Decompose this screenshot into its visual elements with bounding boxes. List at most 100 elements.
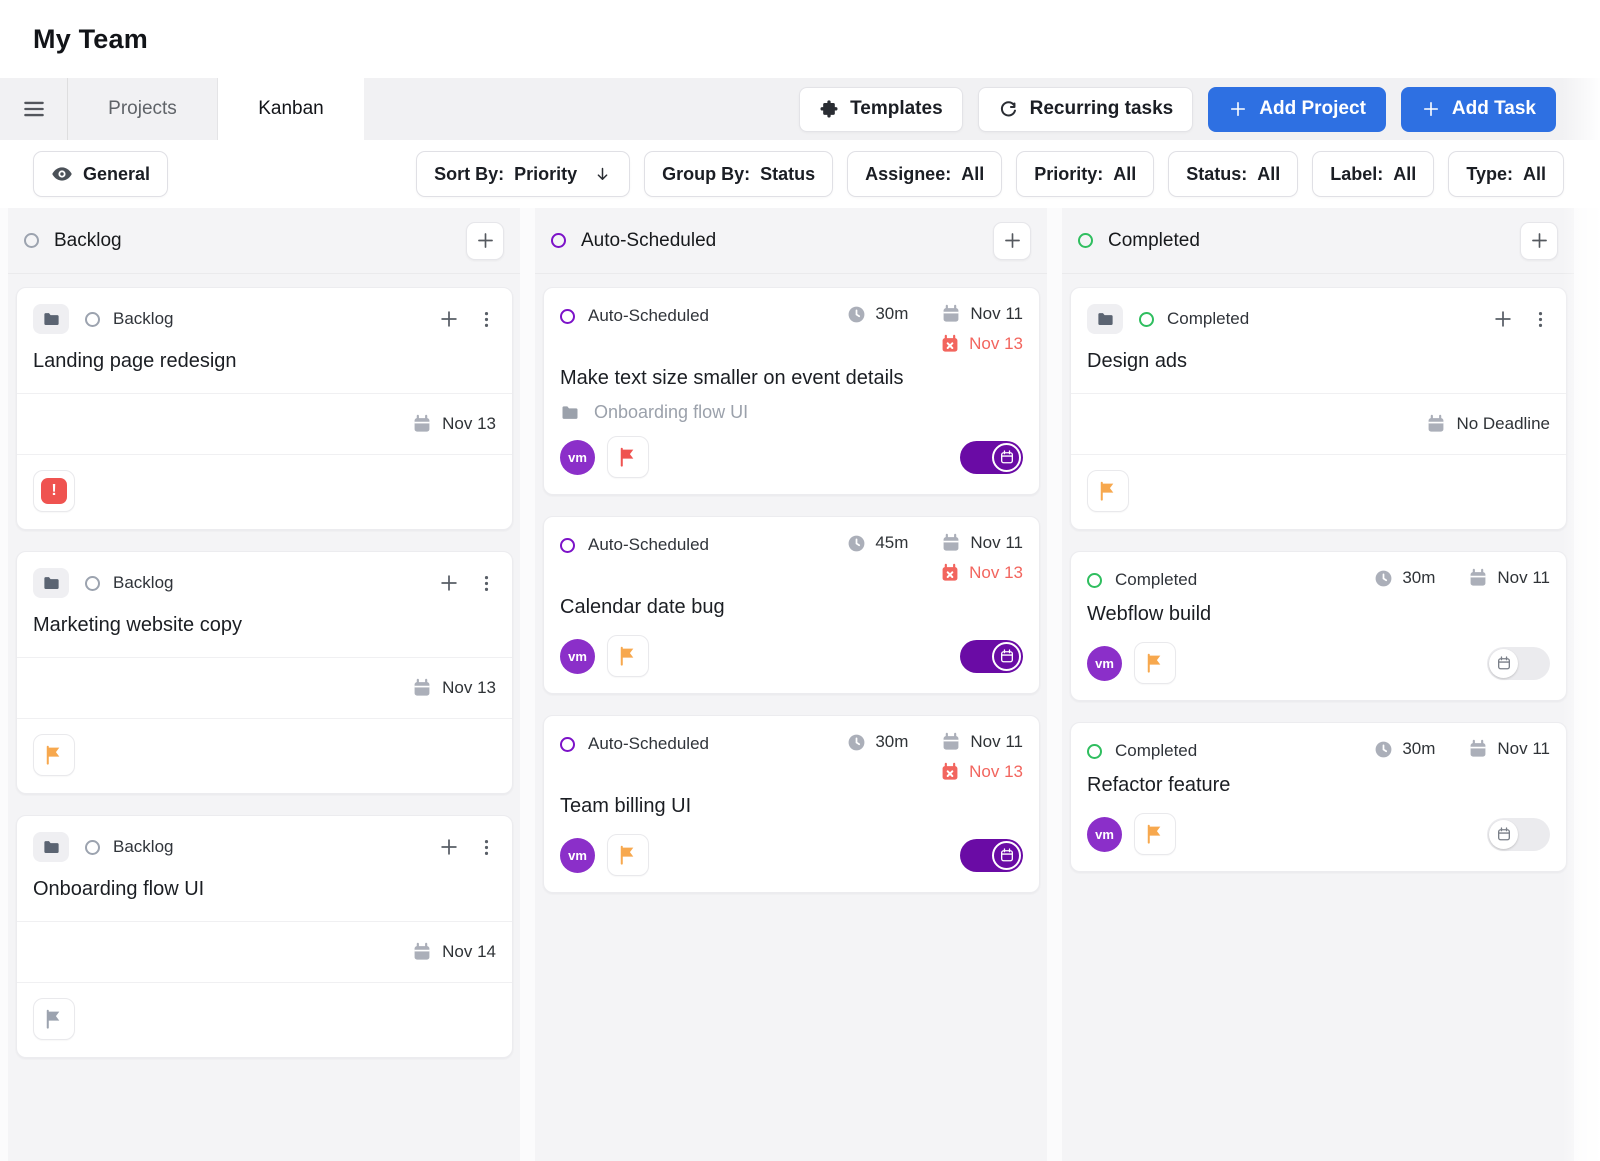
- add-task-button[interactable]: Add Task: [1400, 86, 1556, 132]
- card-menu-button[interactable]: [477, 838, 496, 857]
- group-by-filter[interactable]: Group By: Status: [644, 151, 834, 197]
- project-name-label: Onboarding flow UI: [594, 402, 749, 422]
- status-circle-icon[interactable]: [1139, 311, 1154, 327]
- priority-badge[interactable]: [607, 436, 649, 478]
- column-cards: Completed Design ads No Deadline Complet…: [1062, 274, 1574, 892]
- add-project-button[interactable]: Add Project: [1208, 86, 1386, 132]
- folder-icon: [1097, 312, 1113, 325]
- scheduled-date-label: Nov 11: [1497, 739, 1550, 758]
- status-circle-icon: [551, 233, 566, 248]
- task-card[interactable]: Completed 30m Nov 11 Refactor feature vm: [1070, 722, 1567, 872]
- assignee-avatar[interactable]: vm: [1087, 645, 1122, 681]
- deadline-label: Nov 13: [442, 414, 496, 433]
- eye-icon: [52, 167, 72, 181]
- auto-schedule-toggle[interactable]: [960, 838, 1023, 872]
- clock-icon: [1375, 740, 1393, 758]
- auto-schedule-toggle[interactable]: [960, 639, 1023, 673]
- status-filter[interactable]: Status: All: [1168, 151, 1299, 197]
- flag-icon: [46, 745, 61, 765]
- assignee-avatar[interactable]: vm: [560, 837, 595, 873]
- priority-badge[interactable]: [607, 834, 649, 876]
- priority-badge[interactable]: [33, 998, 75, 1040]
- hamburger-menu-button[interactable]: [0, 78, 68, 140]
- type-filter[interactable]: Type: All: [1448, 151, 1564, 197]
- task-card[interactable]: Auto-Scheduled 30m Nov 11 Nov 13 Team bi…: [543, 715, 1040, 893]
- card-add-button[interactable]: [438, 836, 460, 858]
- auto-schedule-toggle[interactable]: [960, 440, 1023, 474]
- priority-badge[interactable]: !: [33, 470, 75, 512]
- scheduled-date-label: Nov 11: [1497, 568, 1550, 587]
- toggle-calendar-icon: [1000, 848, 1013, 862]
- page-header: My Team: [0, 0, 1600, 78]
- project-card[interactable]: Backlog Onboarding flow UI Nov 14: [16, 815, 513, 1058]
- label-filter[interactable]: Label: All: [1312, 151, 1435, 197]
- calendar-x-icon: [941, 334, 959, 353]
- status-circle-icon[interactable]: [1087, 572, 1102, 588]
- plus-icon: [441, 575, 457, 591]
- project-card[interactable]: Completed Design ads No Deadline: [1070, 287, 1567, 530]
- tab-projects-label: Projects: [108, 98, 177, 119]
- card-menu-button[interactable]: [1531, 310, 1550, 329]
- priority-badge[interactable]: [1087, 470, 1129, 512]
- priority-filter[interactable]: Priority: All: [1016, 151, 1155, 197]
- column-add-button[interactable]: [1520, 221, 1558, 260]
- card-add-button[interactable]: [1492, 308, 1514, 330]
- assignee-avatar[interactable]: vm: [560, 638, 595, 674]
- templates-button[interactable]: Templates: [799, 86, 963, 132]
- plus-icon: [441, 839, 457, 855]
- calendar-icon: [413, 942, 431, 961]
- calendar-icon: [942, 304, 960, 323]
- priority-badge[interactable]: [607, 635, 649, 677]
- card-menu-button[interactable]: [477, 310, 496, 329]
- task-card[interactable]: Completed 30m Nov 11 Webflow build vm: [1070, 551, 1567, 701]
- status-circle-icon[interactable]: [560, 537, 575, 553]
- scheduled-date-label: Nov 11: [970, 732, 1023, 751]
- page-title: My Team: [33, 23, 148, 54]
- status-circle-icon[interactable]: [85, 575, 100, 591]
- status-circle-icon[interactable]: [560, 736, 575, 752]
- card-title: Landing page redesign: [33, 350, 237, 372]
- card-menu-button[interactable]: [477, 574, 496, 593]
- priority-badge[interactable]: [1134, 813, 1176, 855]
- priority-badge[interactable]: [1134, 642, 1176, 684]
- column-add-button[interactable]: [466, 221, 504, 260]
- flag-icon: [46, 1009, 61, 1029]
- priority-badge[interactable]: [33, 734, 75, 776]
- status-circle-icon[interactable]: [85, 839, 100, 855]
- puzzle-icon: [820, 100, 838, 118]
- status-circle-icon[interactable]: [85, 311, 100, 327]
- status-circle-icon[interactable]: [560, 308, 575, 324]
- status-circle-icon[interactable]: [1087, 743, 1102, 759]
- tab-projects[interactable]: Projects: [68, 78, 218, 140]
- auto-schedule-toggle[interactable]: [1487, 646, 1550, 680]
- status-label: Completed: [1115, 741, 1198, 760]
- folder-icon: [43, 312, 59, 325]
- tab-kanban[interactable]: Kanban: [218, 78, 364, 140]
- assignee-filter[interactable]: Assignee: All: [847, 151, 1003, 197]
- task-card[interactable]: Auto-Scheduled 30m Nov 11 Nov 13 Make te…: [543, 287, 1040, 495]
- column-backlog: Backlog Backlog Landing page redesign: [8, 208, 520, 1161]
- column-completed: Completed Completed Design ads: [1062, 208, 1574, 1161]
- project-folder-chip: [33, 568, 69, 598]
- card-title: Make text size smaller on event details: [560, 367, 904, 389]
- column-add-button[interactable]: [993, 221, 1031, 260]
- project-card[interactable]: Backlog Marketing website copy Nov 13: [16, 551, 513, 794]
- auto-schedule-toggle[interactable]: [1487, 817, 1550, 851]
- column-title: Auto-Scheduled: [581, 229, 717, 251]
- column-header: Completed: [1062, 208, 1574, 274]
- calendar-icon: [1427, 414, 1445, 433]
- task-card[interactable]: Auto-Scheduled 45m Nov 11 Nov 13 Calenda…: [543, 516, 1040, 694]
- card-add-button[interactable]: [438, 308, 460, 330]
- view-selector-button[interactable]: General: [33, 151, 169, 197]
- assignee-avatar[interactable]: vm: [1087, 816, 1122, 852]
- card-title: Refactor feature: [1087, 774, 1231, 796]
- card-add-button[interactable]: [438, 572, 460, 594]
- duration-label: 30m: [875, 732, 909, 751]
- assignee-avatar[interactable]: vm: [560, 439, 595, 475]
- recurring-tasks-button[interactable]: Recurring tasks: [977, 86, 1194, 132]
- flag-icon: [1147, 653, 1162, 673]
- project-card[interactable]: Backlog Landing page redesign Nov 13 !: [16, 287, 513, 530]
- project-link[interactable]: Onboarding flow UI: [544, 393, 1039, 423]
- sort-by-filter[interactable]: Sort By: Priority: [416, 151, 631, 197]
- flag-icon: [1100, 481, 1115, 501]
